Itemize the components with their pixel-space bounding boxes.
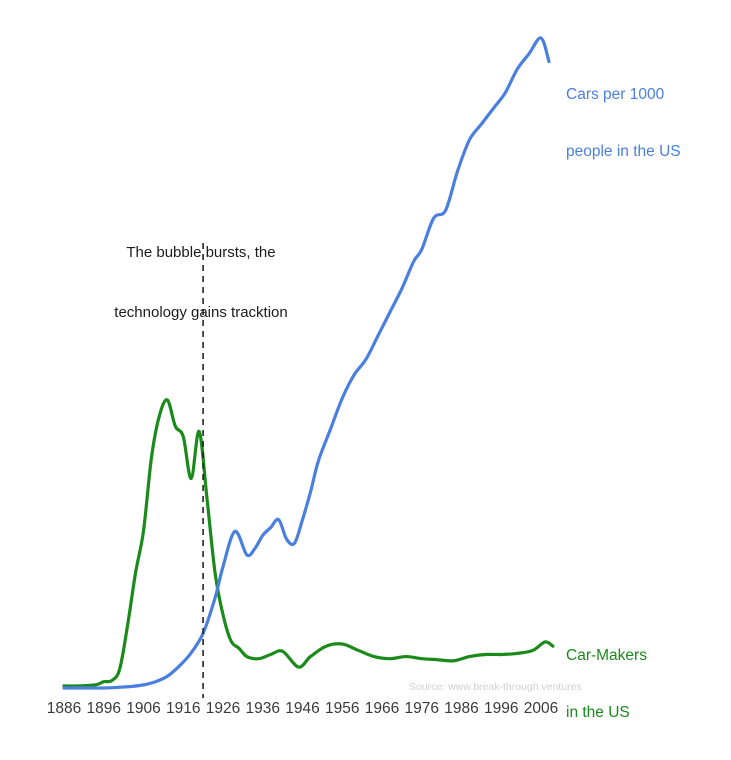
series-label-cars-line-2: people in the US	[566, 143, 681, 160]
x-tick-1886: 1886	[47, 700, 81, 717]
annotation-line-2: technology gains tracktion	[114, 304, 288, 321]
series-label-cars-per-1000: Cars per 1000 people in the US	[566, 47, 681, 199]
series-label-makers-line-1: Car-Makers	[566, 647, 647, 664]
x-tick-1896: 1896	[87, 700, 121, 717]
chart-container: 1886 1896 1906 1916 1926 1936 1946 1956 1966 1976…	[47, 36, 681, 721]
series-line-cars-per-1000	[62, 36, 551, 690]
x-tick-1956: 1956	[325, 700, 359, 717]
x-tick-1926: 1926	[206, 700, 240, 717]
x-tick-1996: 1996	[484, 700, 518, 717]
series-label-makers-line-2: in the US	[566, 704, 630, 721]
annotation-line-1: The bubble bursts, the	[126, 244, 276, 261]
x-tick-1916: 1916	[166, 700, 200, 717]
series-label-car-makers: Car-Makers in the US	[566, 608, 647, 760]
x-tick-1976: 1976	[405, 700, 439, 717]
x-tick-1936: 1936	[246, 700, 280, 717]
bubble-burst-annotation-text: The bubble bursts, the technology gains …	[90, 203, 312, 363]
series-label-cars-line-1: Cars per 1000	[566, 86, 665, 103]
x-tick-1906: 1906	[126, 700, 160, 717]
x-tick-1946: 1946	[285, 700, 319, 717]
x-axis-tick-labels: 1886 1896 1906 1916 1926 1936 1946 1956 1966 1976…	[47, 700, 558, 717]
x-tick-1986: 1986	[444, 700, 478, 717]
x-tick-1966: 1966	[365, 700, 399, 717]
series-line-car-makers	[62, 398, 555, 688]
x-tick-2006: 2006	[524, 700, 558, 717]
source-note: Source: www.break-through.ventures	[409, 681, 582, 693]
line-chart-plot: 1886 1896 1906 1916 1926 1936 1946 1956 1966 1976…	[47, 36, 558, 717]
